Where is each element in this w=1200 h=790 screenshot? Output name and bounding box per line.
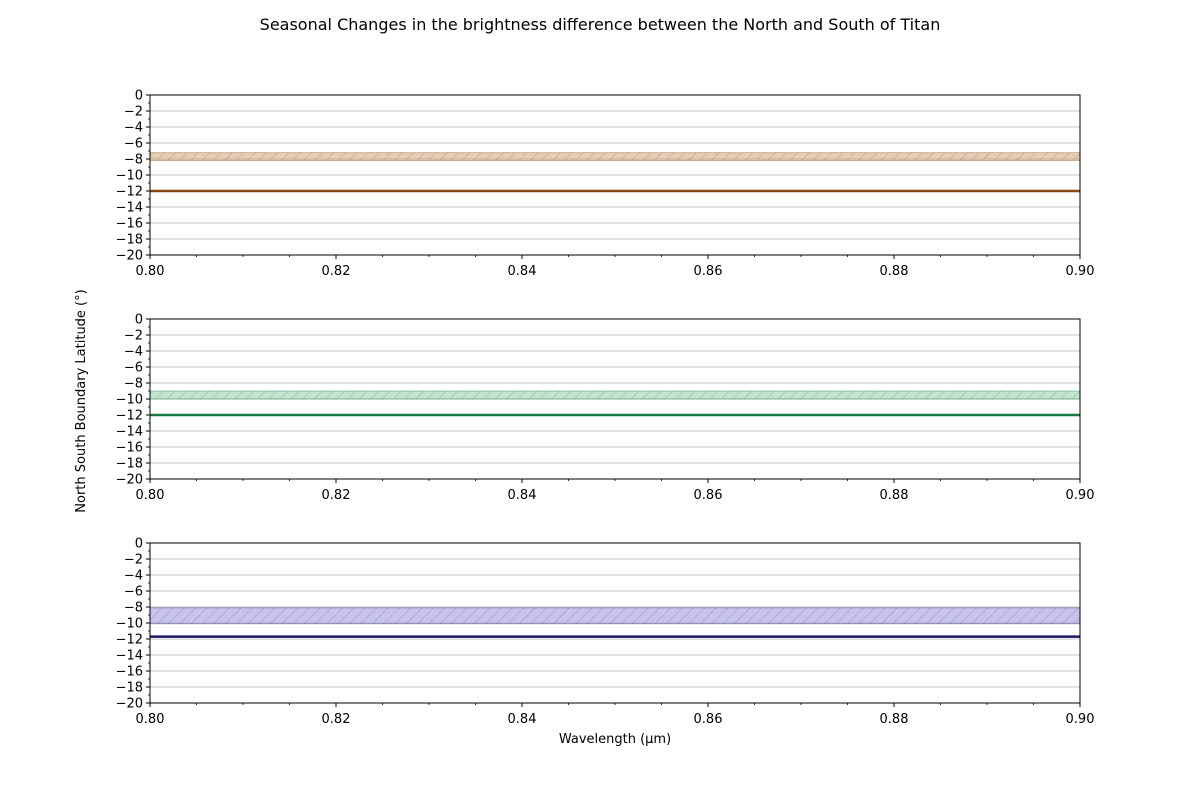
y-tick-label: −10 [116, 617, 143, 632]
y-tick-label: −16 [116, 217, 143, 232]
x-tick-label: 0.90 [1066, 712, 1095, 727]
y-tick-label: −18 [116, 681, 143, 696]
y-tick-label: −8 [124, 153, 143, 168]
x-tick-label: 0.80 [136, 712, 165, 727]
y-axis-label: North South Boundary Latitude (°) [74, 289, 89, 512]
uncertainty-band-hatch [150, 152, 1080, 161]
x-tick-label: 0.80 [136, 264, 165, 279]
y-tick-label: −16 [116, 441, 143, 456]
y-tick-label: −14 [116, 649, 143, 664]
x-tick-label: 0.84 [508, 712, 537, 727]
y-tick-label: −14 [116, 201, 143, 216]
panel-3: 0−2−4−6−8−10−12−14−16−18−200.80 0.82 0.84 0… [116, 537, 1095, 728]
x-tick-label: 0.86 [694, 712, 723, 727]
y-tick-label: −12 [116, 409, 143, 424]
x-axis-label: Wavelength (μm) [559, 732, 671, 747]
y-tick-label: 0 [135, 537, 143, 552]
x-tick-label: 0.90 [1066, 488, 1095, 503]
x-tick-label: 0.86 [694, 488, 723, 503]
x-tick-label: 0.82 [322, 488, 351, 503]
x-tick-label: 0.84 [508, 488, 537, 503]
panels: 0−2−4−6−8−10−12−14−16−18−200.80 0.82 0.84 0… [116, 89, 1095, 728]
y-tick-label: −12 [116, 633, 143, 648]
y-tick-label: −14 [116, 425, 143, 440]
x-tick-label: 0.88 [880, 488, 909, 503]
y-tick-label: −2 [124, 105, 143, 120]
y-tick-label: −10 [116, 169, 143, 184]
y-tick-label: −20 [116, 249, 143, 264]
x-tick-label: 0.82 [322, 264, 351, 279]
y-tick-label: −16 [116, 665, 143, 680]
x-tick-label: 0.82 [322, 712, 351, 727]
y-tick-label: −20 [116, 697, 143, 712]
y-tick-label: −18 [116, 233, 143, 248]
x-tick-label: 0.86 [694, 264, 723, 279]
x-tick-label: 0.88 [880, 264, 909, 279]
x-tick-label: 0.88 [880, 712, 909, 727]
y-tick-label: 0 [135, 313, 143, 328]
panel-2: 0−2−4−6−8−10−12−14−16−18−200.80 0.82 0.84 0… [116, 313, 1095, 504]
y-tick-label: −12 [116, 185, 143, 200]
y-tick-label: −2 [124, 329, 143, 344]
y-tick-label: −6 [124, 585, 143, 600]
y-tick-label: −8 [124, 377, 143, 392]
uncertainty-band-hatch [150, 391, 1080, 399]
x-tick-label: 0.80 [136, 488, 165, 503]
panel-1: 0−2−4−6−8−10−12−14−16−18−200.80 0.82 0.84 0… [116, 89, 1095, 280]
x-tick-label: 0.90 [1066, 264, 1095, 279]
y-tick-label: −10 [116, 393, 143, 408]
y-tick-label: −18 [116, 457, 143, 472]
y-tick-label: −2 [124, 553, 143, 568]
y-tick-label: −6 [124, 361, 143, 376]
y-tick-label: −4 [124, 121, 143, 136]
y-tick-label: −20 [116, 473, 143, 488]
y-tick-label: −4 [124, 569, 143, 584]
y-tick-label: 0 [135, 89, 143, 104]
y-tick-label: −4 [124, 345, 143, 360]
uncertainty-band-hatch [150, 607, 1080, 624]
y-tick-label: −8 [124, 601, 143, 616]
y-tick-label: −6 [124, 137, 143, 152]
x-tick-label: 0.84 [508, 264, 537, 279]
chart-title: Seasonal Changes in the brightness diffe… [260, 15, 941, 34]
